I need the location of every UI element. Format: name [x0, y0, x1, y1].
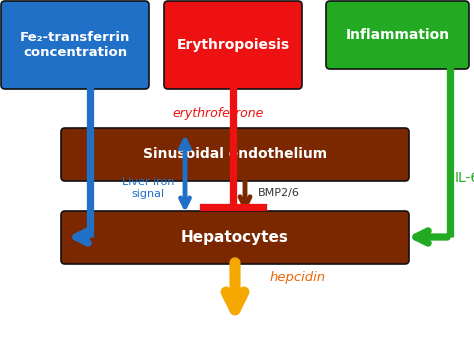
- FancyBboxPatch shape: [61, 211, 409, 264]
- Text: BMP2/6: BMP2/6: [258, 188, 300, 198]
- Text: Erythropoiesis: Erythropoiesis: [176, 38, 290, 52]
- FancyBboxPatch shape: [326, 1, 469, 69]
- FancyBboxPatch shape: [61, 128, 409, 181]
- Text: hepcidin: hepcidin: [270, 272, 326, 284]
- Text: erythroferrone: erythroferrone: [172, 107, 264, 120]
- Text: IL-6: IL-6: [455, 171, 474, 185]
- Text: Liver iron
signal: Liver iron signal: [122, 177, 174, 199]
- Text: Fe₂-transferrin
concentration: Fe₂-transferrin concentration: [20, 31, 130, 59]
- Text: Sinusoidal endothelium: Sinusoidal endothelium: [143, 147, 327, 162]
- FancyBboxPatch shape: [164, 1, 302, 89]
- FancyBboxPatch shape: [1, 1, 149, 89]
- Text: Hepatocytes: Hepatocytes: [181, 230, 289, 245]
- Text: Inflammation: Inflammation: [346, 28, 449, 42]
